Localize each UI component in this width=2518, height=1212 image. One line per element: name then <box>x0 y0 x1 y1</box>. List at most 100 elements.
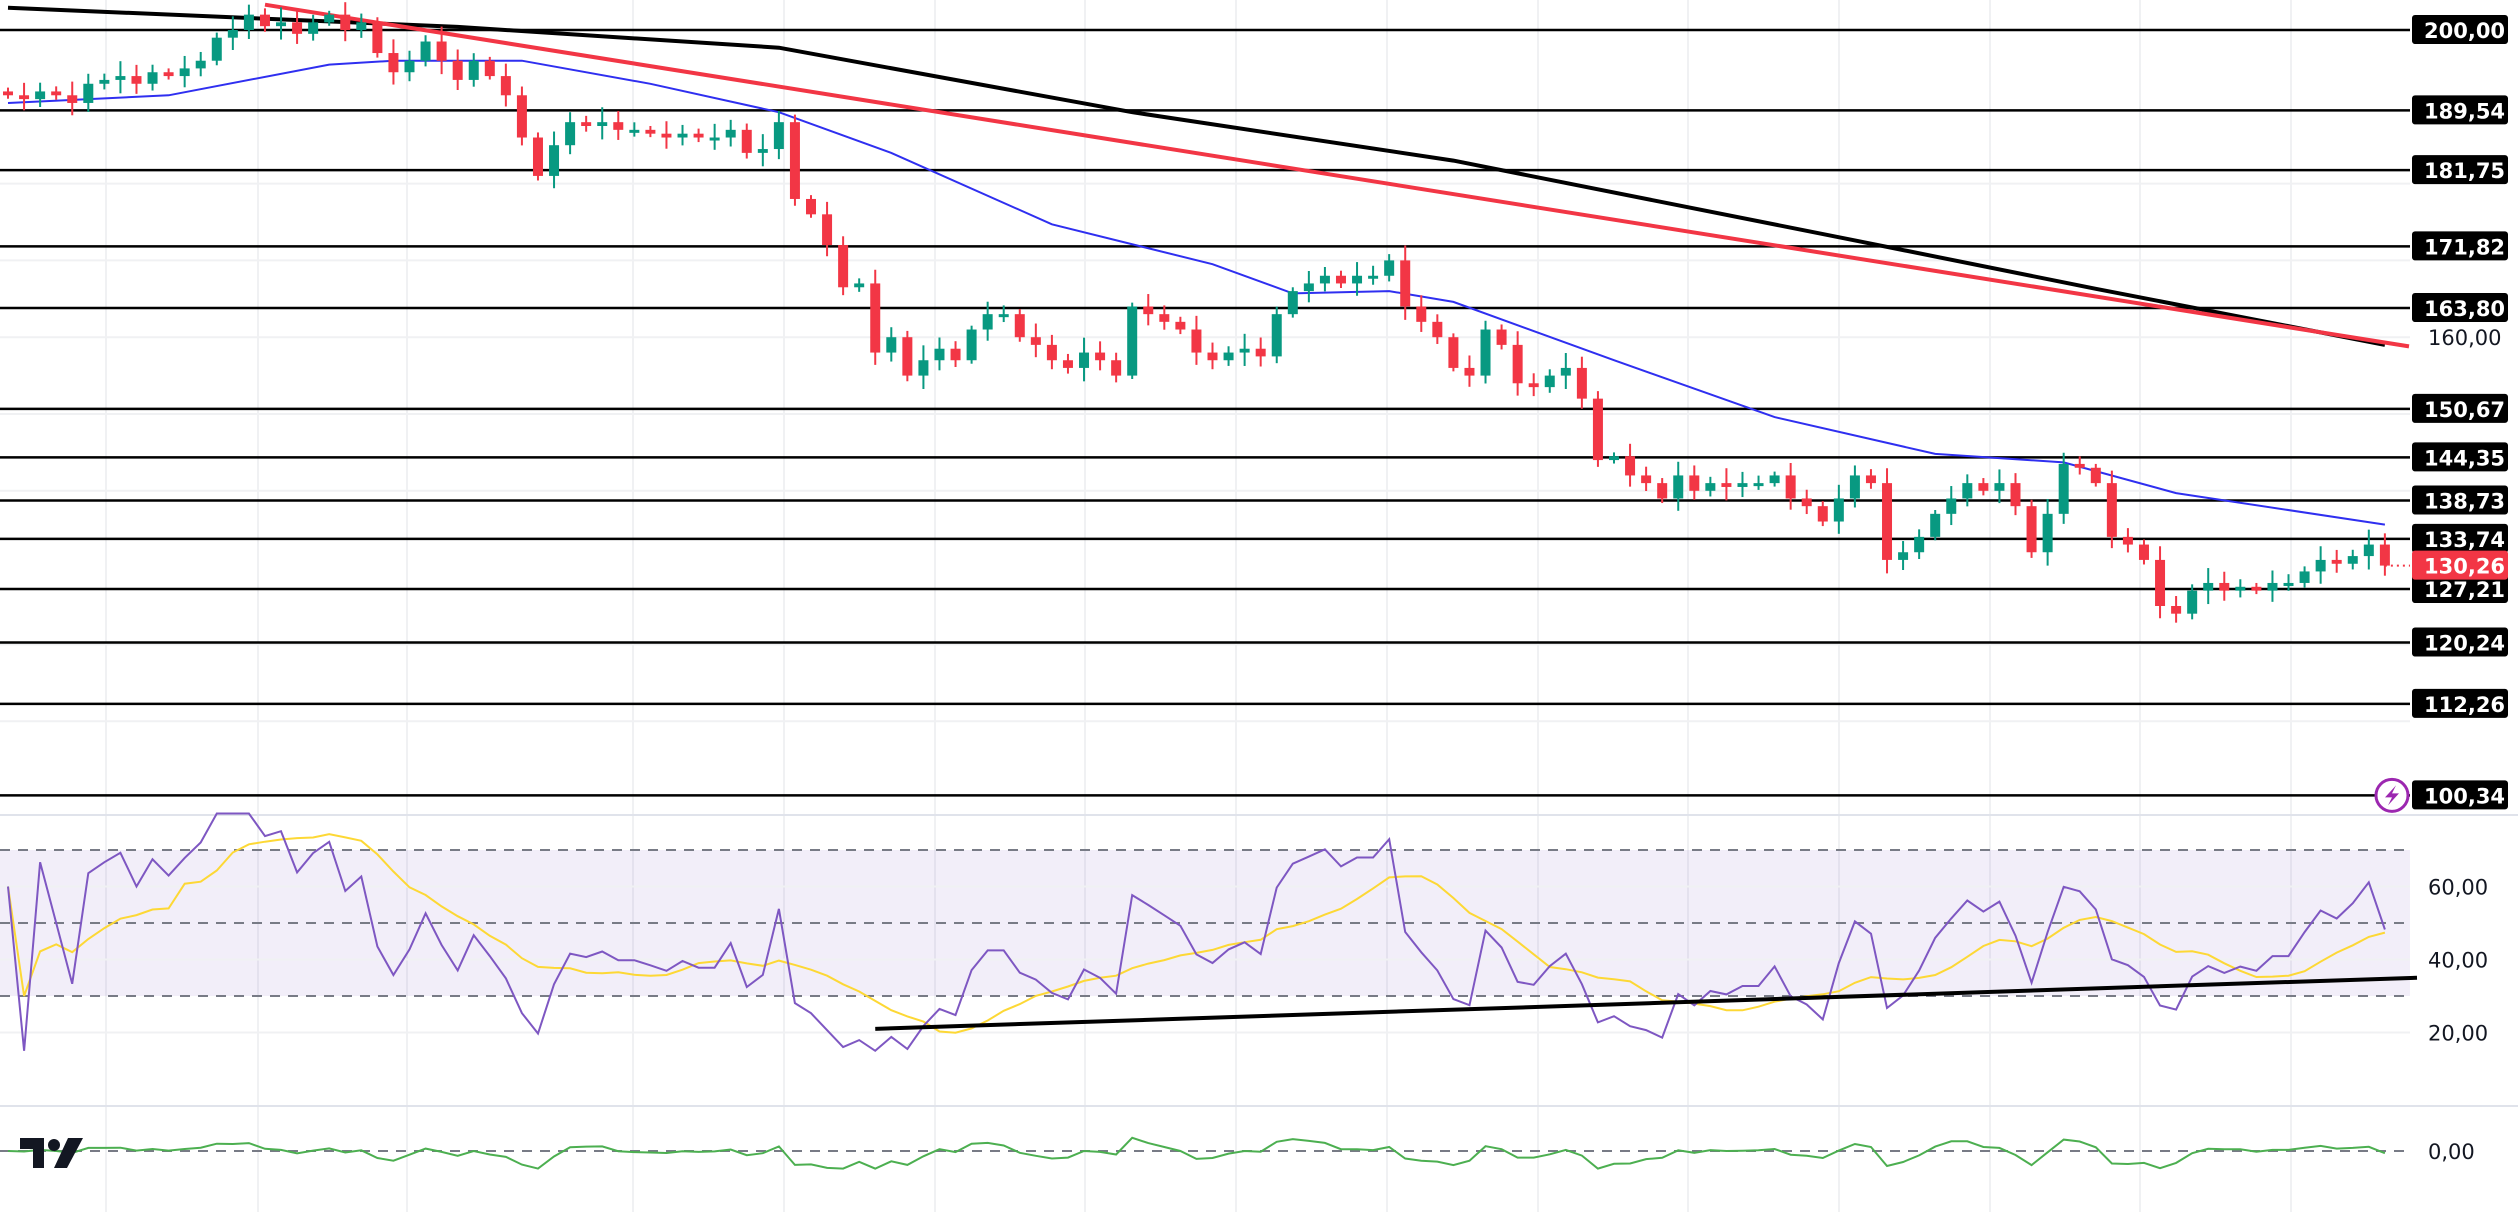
candle-body <box>1721 483 1732 487</box>
candle <box>243 4 254 39</box>
candle-body <box>1319 275 1330 284</box>
candle <box>1705 476 1716 497</box>
candle-body <box>1335 275 1346 284</box>
candle-body <box>516 95 527 138</box>
candle <box>2203 568 2214 605</box>
rsi-line <box>7 812 2386 1053</box>
candle-body <box>661 133 672 138</box>
candle-body <box>51 91 62 96</box>
candle-body <box>211 37 222 61</box>
candle <box>1737 471 1748 498</box>
candle-body <box>854 283 865 288</box>
candle <box>2042 498 2053 566</box>
level-label-box <box>2412 780 2508 810</box>
level-label: 112,26 <box>2424 693 2505 717</box>
candle <box>420 35 431 67</box>
candle <box>2347 549 2358 570</box>
candle <box>998 305 1009 323</box>
candle <box>484 56 495 80</box>
candle <box>99 73 110 90</box>
candle <box>677 124 688 146</box>
candle-body <box>2379 544 2390 566</box>
candle-body <box>1046 344 1057 361</box>
candle <box>661 121 672 149</box>
candle <box>982 301 993 341</box>
level-label: 171,82 <box>2424 235 2505 259</box>
candle <box>1962 474 1973 507</box>
candle-body <box>741 129 752 153</box>
candle-body <box>1287 291 1298 315</box>
candle-body <box>340 14 351 30</box>
candle-body <box>1030 337 1041 345</box>
candle-body <box>532 137 543 176</box>
candle-body <box>67 95 78 103</box>
candle-body <box>1833 498 1844 522</box>
candle-body <box>1737 483 1748 487</box>
level-label: 189,54 <box>2424 99 2505 123</box>
candle-body <box>902 337 913 376</box>
current-price-label: 130,26 <box>2424 555 2505 579</box>
candle <box>1223 346 1234 366</box>
candle-body <box>1159 314 1170 322</box>
candle-body <box>2347 556 2358 564</box>
rsi-axis-label: 20,00 <box>2428 1022 2488 1046</box>
candle <box>2379 533 2390 576</box>
candle-body <box>1689 475 1700 491</box>
ma-200-line <box>7 5 2386 347</box>
candle <box>2235 579 2246 598</box>
candle <box>372 17 383 58</box>
candle <box>886 327 897 362</box>
level-label: 100,34 <box>2424 784 2505 808</box>
candle-body <box>1753 483 1764 487</box>
current-price-label-box <box>2412 550 2508 580</box>
candle <box>2299 566 2310 588</box>
candle <box>19 82 30 111</box>
price-axis[interactable]: 160,00 200,00 189,54 181,75 171,82 163,80 150,… <box>2374 15 2508 813</box>
candle-body <box>1609 456 1619 461</box>
candle-body <box>549 145 560 176</box>
candle-body <box>2187 590 2198 614</box>
candle-body <box>2106 483 2117 537</box>
candle-body <box>2331 559 2342 564</box>
rsi-pane: 60,00 40,00 20,00 <box>0 812 2488 1053</box>
candle <box>1898 541 1909 571</box>
candle-body <box>404 60 415 73</box>
candle <box>1576 356 1587 409</box>
candle-body <box>388 53 399 73</box>
candle <box>902 330 913 382</box>
level-label-box <box>2412 231 2508 261</box>
candle-body <box>1191 329 1202 353</box>
candle <box>1175 316 1186 335</box>
level-label-box <box>2412 688 2508 718</box>
candle-body <box>918 360 929 376</box>
candle-body <box>147 72 158 84</box>
candle <box>693 128 704 143</box>
candle <box>1625 443 1636 487</box>
candle-body <box>1368 275 1379 279</box>
candles <box>3 2 2390 623</box>
level-label-box <box>2412 574 2508 604</box>
rsi-axis-label: 60,00 <box>2428 876 2488 900</box>
candle <box>2026 499 2037 558</box>
candle <box>259 8 270 32</box>
candle-body <box>2235 586 2246 591</box>
candle <box>51 86 62 100</box>
candle <box>789 114 800 206</box>
candle <box>2106 470 2117 549</box>
candle-body <box>292 22 303 34</box>
candle <box>1271 306 1282 364</box>
alert-lightning-icon[interactable] <box>2374 777 2410 813</box>
level-label-box <box>2412 15 2508 44</box>
candle-body <box>1544 375 1555 388</box>
candle-body <box>1416 306 1427 322</box>
candle-body <box>83 83 94 103</box>
candle <box>2251 582 2262 595</box>
tradingview-logo[interactable] <box>20 1136 84 1170</box>
candle <box>854 278 865 292</box>
candle <box>356 13 367 38</box>
candle-body <box>2010 483 2021 507</box>
candle-body <box>982 314 993 330</box>
candle-body <box>1528 383 1539 388</box>
candle <box>2283 574 2294 591</box>
